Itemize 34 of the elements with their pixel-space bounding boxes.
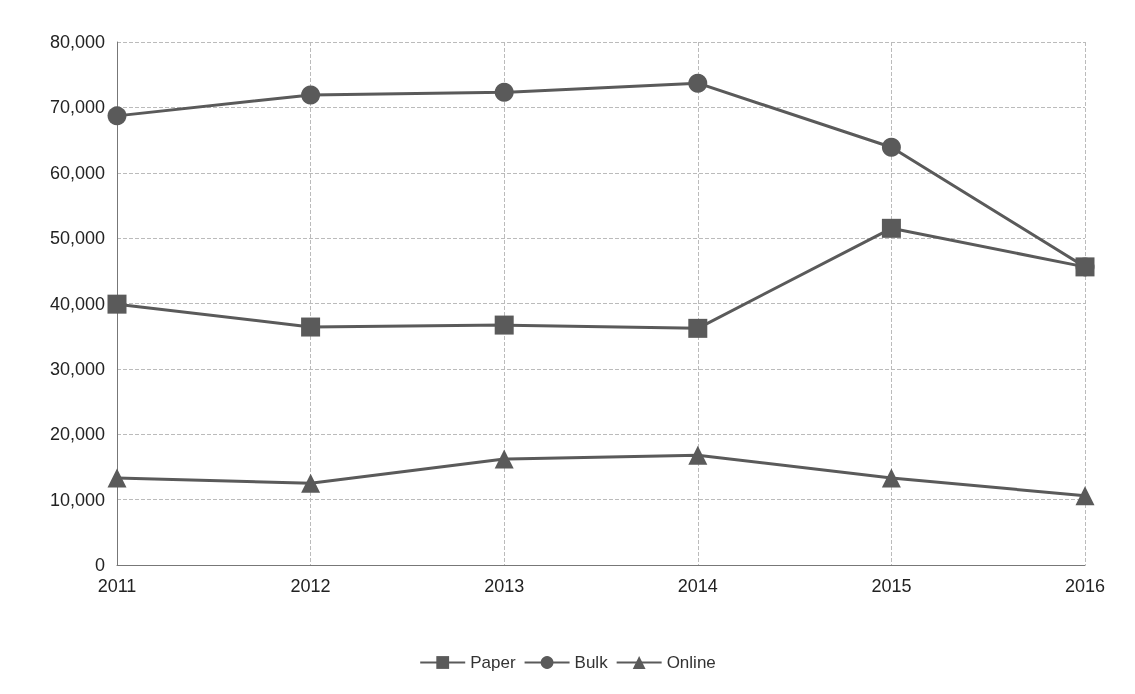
y-tick-label: 30,000 — [49, 358, 105, 379]
point — [107, 294, 127, 314]
point — [301, 85, 321, 105]
point — [881, 137, 901, 157]
x-tick-label: 2015 — [871, 576, 912, 596]
point — [688, 445, 708, 465]
x-tick-label: 2013 — [484, 576, 525, 596]
x-tick-label: 2011 — [97, 576, 137, 596]
legend-label: Paper — [470, 653, 516, 672]
legend-label: Bulk — [574, 653, 609, 672]
point — [301, 317, 321, 337]
y-tick-label: 70,000 — [49, 97, 105, 118]
point — [107, 468, 127, 488]
point — [107, 106, 127, 126]
x-tick-label: 2014 — [677, 576, 718, 596]
y-tick-label: 50,000 — [49, 228, 105, 249]
y-tick-label: 10,000 — [49, 489, 105, 510]
y-tick-label: 0 — [94, 555, 105, 575]
point — [301, 473, 321, 493]
y-tick-label: 80,000 — [49, 32, 105, 52]
point — [494, 449, 514, 469]
y-tick-label: 60,000 — [49, 162, 105, 183]
y-tick-label: 40,000 — [49, 293, 105, 314]
point — [688, 318, 708, 338]
y-tick-label: 20,000 — [49, 424, 105, 445]
point — [494, 82, 514, 102]
x-tick-label: 2012 — [290, 576, 331, 596]
legend-label: Online — [666, 653, 716, 672]
point — [881, 468, 901, 488]
x-tick-label: 2016 — [1064, 576, 1106, 596]
point — [494, 315, 514, 335]
point — [1075, 486, 1095, 506]
point — [881, 218, 901, 238]
point — [688, 73, 708, 93]
